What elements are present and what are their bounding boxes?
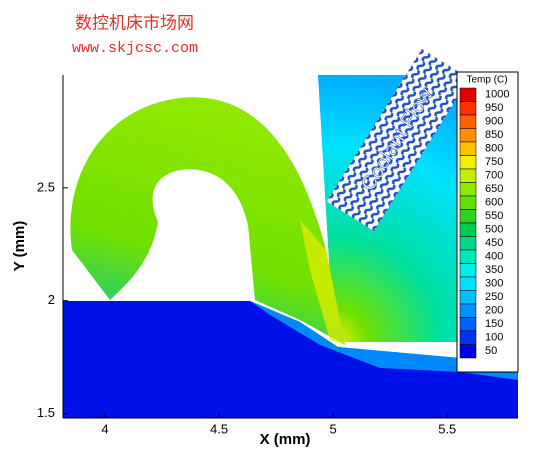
y-tick-label: 1.5 — [37, 405, 55, 420]
colorbar-label: 250 — [485, 291, 503, 303]
colorbar-label: 800 — [485, 143, 503, 155]
colorbar-label: 200 — [485, 305, 503, 317]
colorbar-label: 650 — [485, 183, 503, 195]
colorbar-swatch — [459, 155, 477, 170]
colorbar-label: 400 — [485, 251, 503, 263]
watermark-url: www.skjcsc.com — [72, 40, 198, 57]
colorbar-swatch — [459, 290, 477, 305]
field — [63, 75, 518, 418]
colorbar-swatch — [459, 141, 477, 156]
colorbar-label: 950 — [485, 102, 503, 114]
colorbar-label: 900 — [485, 116, 503, 128]
colorbar-label: 700 — [485, 170, 503, 182]
x-axis-label: X (mm) — [260, 431, 311, 448]
colorbar-label: 500 — [485, 224, 503, 236]
colorbar-swatch — [459, 249, 477, 264]
colorbar-swatch — [459, 276, 477, 291]
colorbar-label: 1000 — [485, 89, 509, 101]
legend-title: Temp (C) — [466, 75, 507, 86]
colorbar-swatch — [459, 101, 477, 116]
colorbar-swatch — [459, 168, 477, 183]
watermark-title: 数控机床市场网 — [75, 14, 194, 34]
colorbar-swatch — [459, 128, 477, 143]
colorbar-label: 350 — [485, 264, 503, 276]
colorbar-swatch — [459, 263, 477, 278]
colorbar-swatch — [459, 195, 477, 210]
colorbar-label: 850 — [485, 129, 503, 141]
x-tick-label: 4 — [101, 421, 108, 436]
colorbar-label: 550 — [485, 210, 503, 222]
x-tick-label: 5 — [330, 421, 337, 436]
colorbar-swatch — [459, 209, 477, 224]
colorbar-swatch — [459, 236, 477, 251]
colorbar-label: 100 — [485, 332, 503, 344]
colorbar-swatch — [459, 222, 477, 237]
y-axis-label: Y (mm) — [11, 221, 28, 272]
x-tick-label: 5.5 — [438, 421, 456, 436]
colorbar-label: 450 — [485, 237, 503, 249]
colorbar-swatch — [459, 87, 477, 102]
x-tick-label: 4.5 — [210, 421, 228, 436]
y-tick-label: 2.5 — [37, 179, 55, 194]
colorbar-swatch — [459, 303, 477, 318]
colorbar-swatch — [459, 182, 477, 197]
colorbar-label: 300 — [485, 278, 503, 290]
colorbar-label: 150 — [485, 318, 503, 330]
colorbar-label: 50 — [485, 345, 497, 357]
colorbar-label: 750 — [485, 156, 503, 168]
colorbar-swatch — [459, 317, 477, 332]
colorbar-swatch — [459, 114, 477, 129]
y-tick-label: 2 — [48, 292, 55, 307]
colorbar-swatch — [459, 344, 477, 359]
colorbar-label: 600 — [485, 197, 503, 209]
colorbar-swatch — [459, 330, 477, 345]
